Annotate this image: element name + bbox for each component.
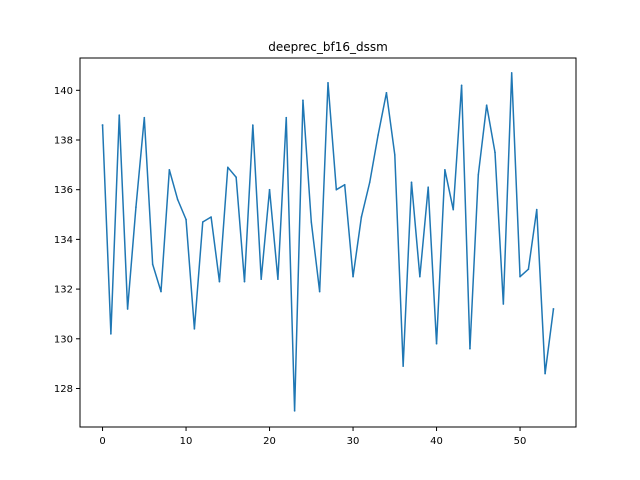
x-tick-label: 20 (263, 436, 276, 447)
data-point (101, 124, 104, 126)
data-point (502, 303, 505, 305)
data-point (435, 342, 438, 345)
data-point (160, 290, 162, 293)
data-point (360, 216, 363, 218)
y-tick-label: 136 (54, 185, 73, 196)
y-tick-label: 130 (54, 334, 73, 345)
data-point (126, 308, 129, 310)
data-point (394, 154, 396, 156)
data-point (201, 221, 204, 223)
data-point (268, 188, 271, 191)
data-point (193, 328, 196, 330)
data-point (335, 188, 338, 191)
data-point (151, 263, 154, 266)
data-point (552, 308, 555, 310)
data-point (227, 166, 229, 169)
data-point (118, 114, 121, 116)
data-point (252, 124, 254, 126)
data-point (176, 198, 179, 201)
data-point (377, 134, 379, 136)
data-point (235, 176, 237, 179)
data-point (110, 333, 112, 335)
data-point (452, 208, 455, 211)
data-point (260, 278, 263, 280)
y-tick-label: 134 (54, 235, 73, 246)
plot-area (101, 72, 555, 412)
data-point (243, 280, 246, 283)
data-point (302, 99, 304, 102)
axes-frame (79, 57, 577, 428)
data-point (477, 173, 480, 176)
data-point (410, 181, 413, 184)
data-point (218, 280, 221, 283)
data-point (368, 181, 371, 184)
data-point (494, 151, 496, 154)
x-tick-label: 50 (514, 436, 527, 447)
data-point (185, 218, 187, 221)
data-point (519, 275, 521, 278)
x-tick-label: 0 (99, 436, 105, 447)
data-point (343, 183, 346, 186)
y-tick-label: 138 (54, 136, 73, 147)
data-point (544, 372, 546, 375)
data-point (310, 221, 313, 223)
y-tick-label: 140 (54, 86, 73, 97)
chart-title: deeprec_bf16_dssm (268, 40, 388, 54)
data-point (510, 72, 513, 74)
data-point (293, 410, 296, 412)
data-point (485, 104, 488, 107)
data-point (352, 275, 354, 278)
data-point (135, 206, 137, 208)
data-point (535, 208, 538, 211)
y-tick-label: 132 (54, 285, 73, 296)
x-tick-label: 10 (180, 436, 193, 447)
data-point (444, 169, 446, 171)
y-tick-label: 128 (54, 384, 73, 395)
data-point (327, 82, 329, 84)
data-point (460, 84, 463, 87)
data-point (385, 91, 388, 94)
data-point (318, 290, 321, 293)
data-point (427, 186, 430, 189)
data-point (419, 275, 421, 278)
x-tick-label: 30 (347, 436, 360, 447)
data-point (285, 116, 288, 119)
x-tick-label: 40 (430, 436, 443, 447)
data-point (210, 216, 212, 218)
data-point (527, 268, 530, 271)
data-point (469, 347, 471, 350)
data-point (277, 278, 279, 280)
data-point (402, 365, 404, 367)
data-point (168, 169, 171, 171)
axes: 0 10 20 30 40 50 128 130 132 134 136 138 140 (54, 57, 577, 447)
data-point (143, 116, 146, 119)
